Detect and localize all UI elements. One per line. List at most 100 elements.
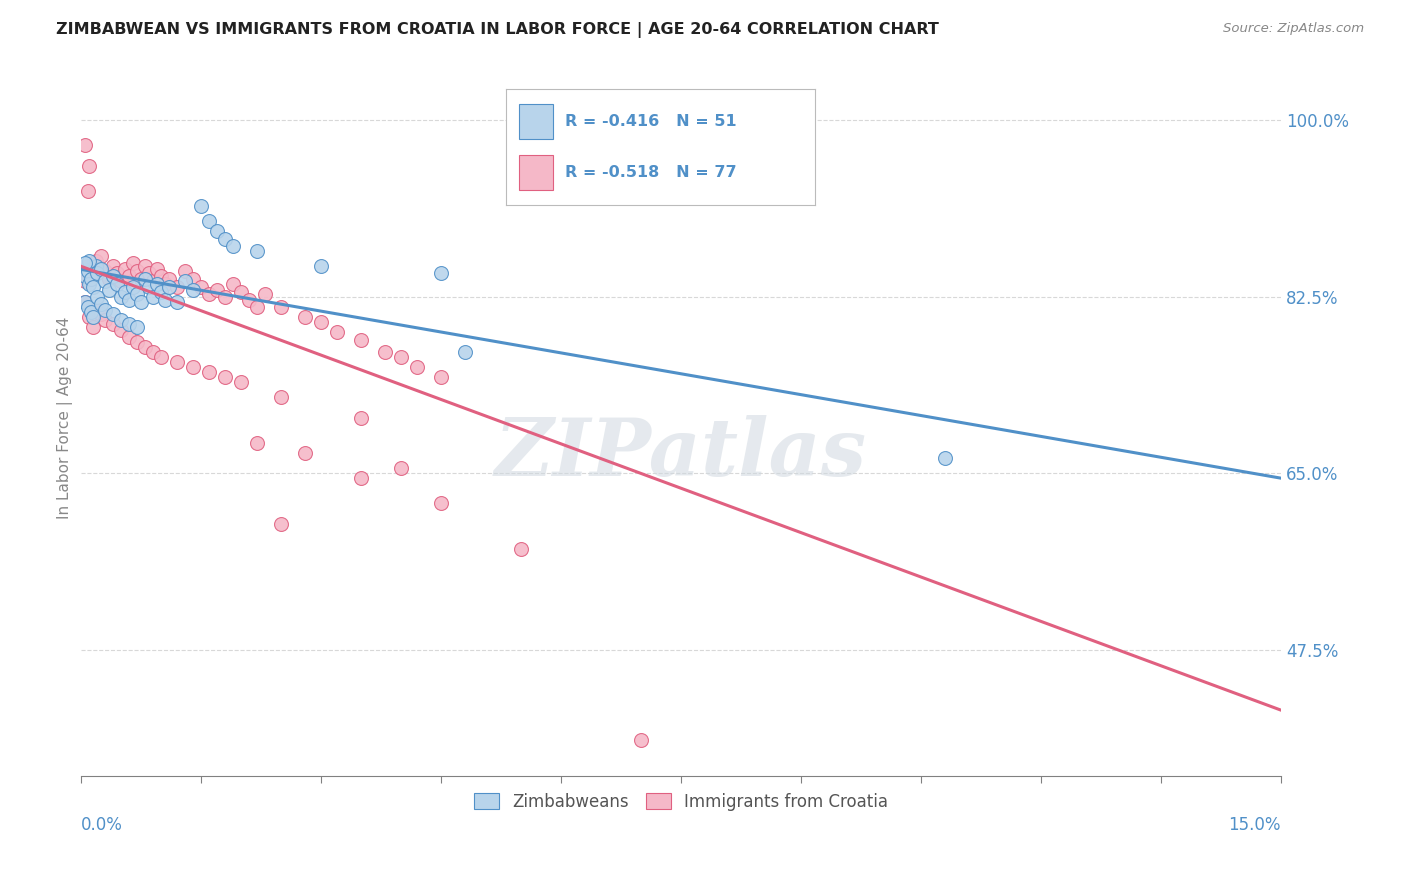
Point: [153, 277, 176, 291]
Point: [229, 376, 252, 390]
Point: [430, 496, 453, 510]
Point: [82, 269, 104, 284]
Point: [76, 260, 98, 274]
Y-axis label: In Labor Force | Age 20-64: In Labor Force | Age 20-64: [58, 317, 73, 519]
Point: [430, 267, 453, 281]
Point: [86, 260, 108, 274]
Point: [110, 323, 132, 337]
Text: 15.0%: 15.0%: [1229, 816, 1281, 834]
Point: [205, 283, 228, 297]
Point: [80, 272, 103, 286]
Point: [77, 254, 100, 268]
Point: [246, 300, 269, 314]
Text: Source: ZipAtlas.com: Source: ZipAtlas.com: [1223, 22, 1364, 36]
Point: [122, 279, 145, 293]
Bar: [519, 104, 553, 139]
Point: [75, 256, 97, 270]
Text: 0.0%: 0.0%: [82, 816, 124, 834]
Point: [142, 275, 165, 289]
Point: [94, 264, 117, 278]
Point: [142, 345, 165, 359]
Point: [82, 310, 104, 324]
Point: [118, 317, 141, 331]
Point: [114, 262, 136, 277]
Point: [309, 260, 332, 274]
Point: [138, 267, 160, 281]
Point: [76, 184, 98, 198]
Point: [80, 262, 103, 277]
Point: [214, 290, 236, 304]
Point: [174, 264, 197, 278]
Point: [75, 275, 97, 289]
Point: [454, 345, 477, 359]
Point: [101, 317, 124, 331]
Point: [166, 355, 188, 369]
Point: [146, 277, 169, 291]
Point: [166, 294, 188, 309]
Point: [153, 293, 176, 307]
Point: [309, 315, 332, 329]
Point: [198, 286, 221, 301]
Point: [934, 450, 956, 465]
Point: [510, 541, 533, 556]
Legend: Zimbabweans, Immigrants from Croatia: Zimbabweans, Immigrants from Croatia: [467, 786, 894, 817]
Point: [246, 435, 269, 450]
Point: [77, 159, 100, 173]
Point: [134, 272, 156, 286]
Point: [294, 446, 316, 460]
Point: [98, 272, 121, 286]
Point: [90, 262, 112, 277]
Point: [238, 293, 260, 307]
Point: [270, 300, 292, 314]
Point: [150, 285, 173, 299]
Point: [101, 269, 124, 284]
Point: [80, 304, 103, 318]
Point: [110, 313, 132, 327]
Point: [142, 290, 165, 304]
Point: [75, 269, 97, 284]
Point: [350, 333, 373, 347]
Point: [101, 260, 124, 274]
Point: [118, 269, 141, 284]
Point: [326, 325, 349, 339]
Point: [270, 391, 292, 405]
Point: [90, 307, 112, 321]
Point: [75, 294, 97, 309]
Point: [222, 277, 245, 291]
Point: [229, 285, 252, 299]
Point: [406, 360, 429, 375]
Point: [630, 733, 652, 747]
Point: [254, 286, 277, 301]
Point: [157, 272, 180, 286]
Point: [77, 310, 100, 324]
Point: [350, 471, 373, 485]
Point: [198, 365, 221, 379]
Point: [350, 410, 373, 425]
Text: ZIPatlas: ZIPatlas: [495, 415, 868, 492]
Point: [138, 279, 160, 293]
Point: [127, 264, 149, 278]
Point: [246, 244, 269, 259]
Point: [105, 277, 128, 291]
Point: [294, 310, 316, 324]
Point: [114, 285, 136, 299]
Point: [222, 239, 245, 253]
Point: [129, 272, 152, 286]
Point: [101, 307, 124, 321]
Point: [214, 232, 236, 246]
Point: [389, 350, 412, 364]
Point: [94, 302, 117, 317]
Text: ZIMBABWEAN VS IMMIGRANTS FROM CROATIA IN LABOR FORCE | AGE 20-64 CORRELATION CHA: ZIMBABWEAN VS IMMIGRANTS FROM CROATIA IN…: [56, 22, 939, 38]
Point: [127, 319, 149, 334]
Point: [270, 516, 292, 531]
Point: [86, 290, 108, 304]
Point: [157, 279, 180, 293]
Point: [134, 340, 156, 354]
Point: [94, 313, 117, 327]
Point: [122, 256, 145, 270]
Point: [181, 360, 204, 375]
Point: [76, 264, 98, 278]
Point: [105, 267, 128, 281]
Point: [389, 461, 412, 475]
Point: [181, 283, 204, 297]
